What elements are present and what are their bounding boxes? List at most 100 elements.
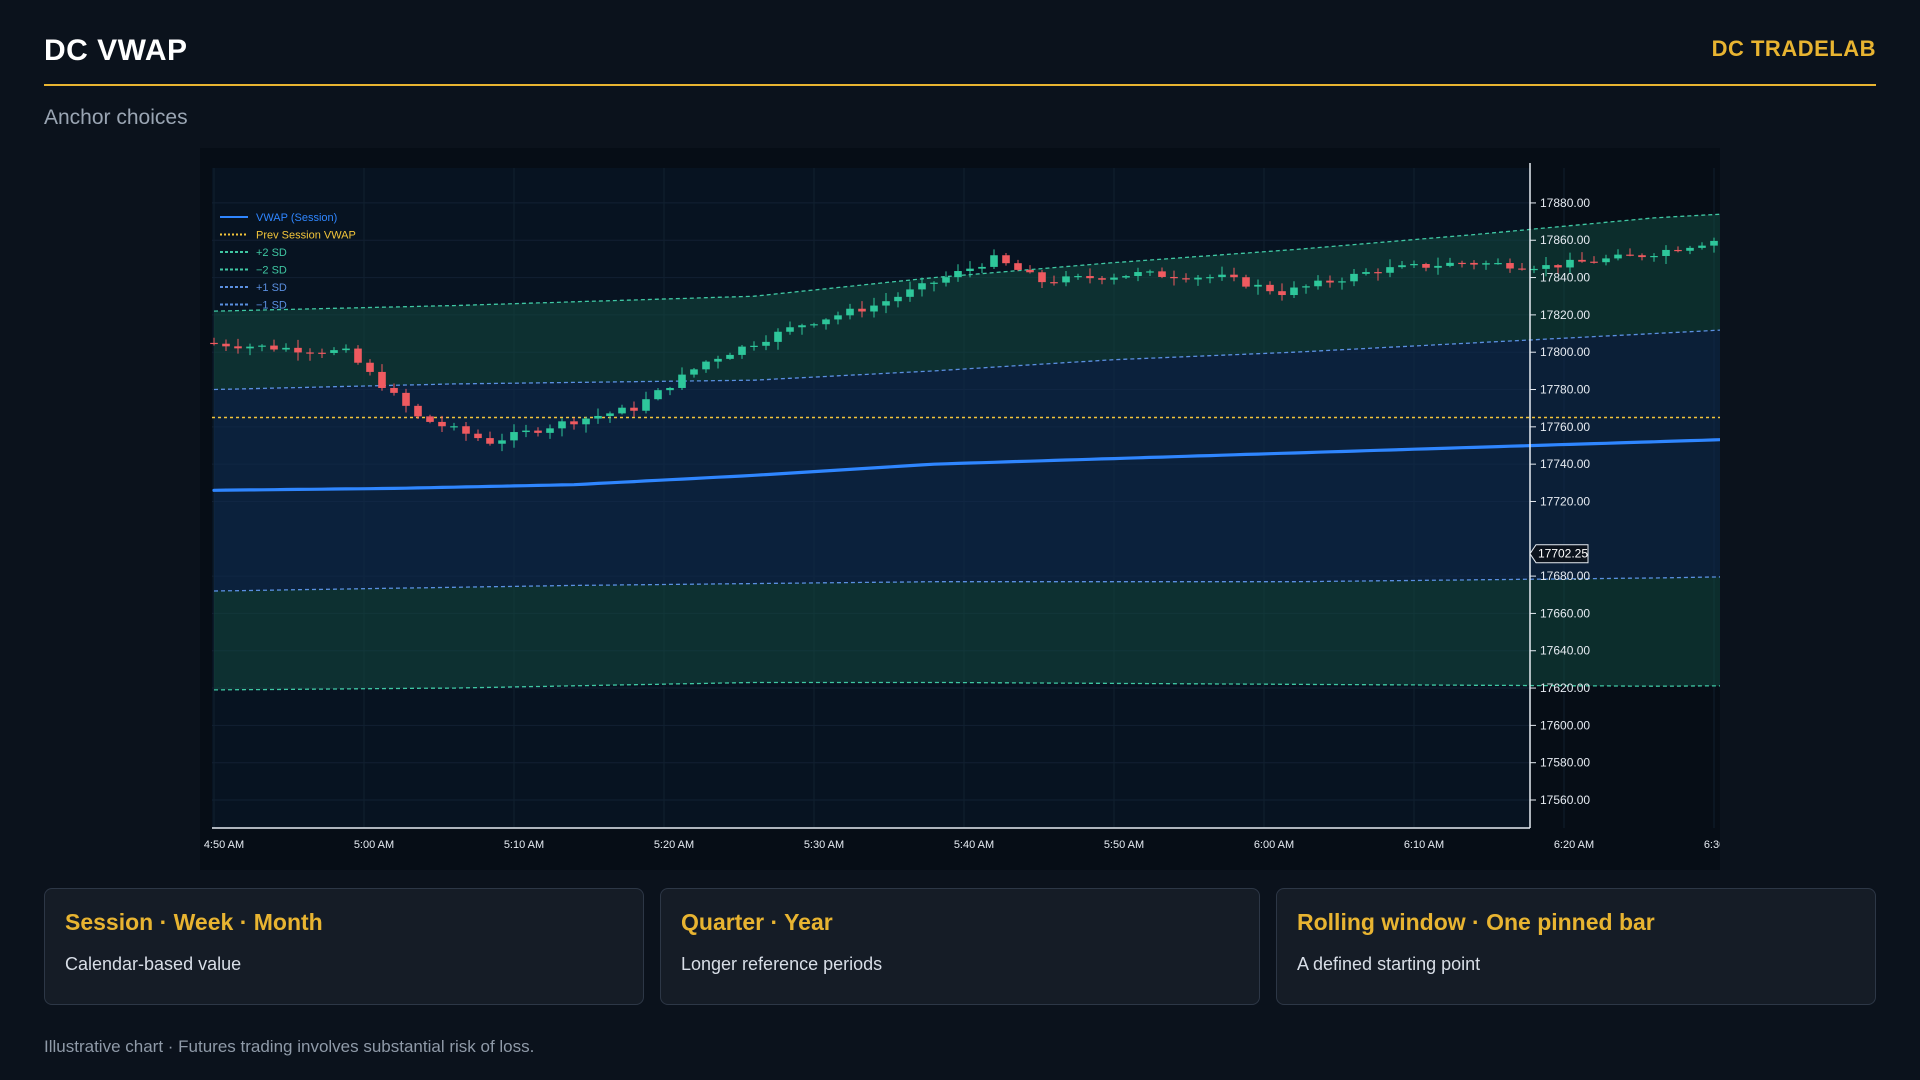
candle xyxy=(1098,276,1106,285)
y-tick-label: 17660.00 xyxy=(1540,606,1590,620)
candle xyxy=(510,424,518,448)
candle-body xyxy=(1350,273,1358,282)
candle xyxy=(1242,274,1250,289)
candle-body xyxy=(738,346,746,355)
candle-body xyxy=(330,350,338,353)
candle-body xyxy=(246,346,254,349)
candle xyxy=(1662,245,1670,264)
candle-body xyxy=(1038,272,1046,283)
candle-body xyxy=(1182,278,1190,280)
candle xyxy=(546,424,554,439)
y-tick-label: 17580.00 xyxy=(1540,756,1590,770)
candle xyxy=(798,323,806,335)
candle xyxy=(1302,284,1310,294)
risk-disclaimer: Illustrative chart · Futures trading inv… xyxy=(44,1037,535,1056)
candle xyxy=(1194,274,1202,286)
candle xyxy=(834,311,842,325)
y-tick-label: 17800.00 xyxy=(1540,345,1590,359)
candle xyxy=(858,301,866,318)
candle xyxy=(366,359,374,376)
current-price-box xyxy=(1529,544,1589,564)
candle xyxy=(678,367,686,390)
candle-body xyxy=(1590,261,1598,263)
candle-body xyxy=(678,374,686,388)
candle xyxy=(762,335,770,351)
candle-body xyxy=(798,325,806,328)
candle-body xyxy=(1158,271,1166,277)
x-tick-label: 5:30 AM xyxy=(804,839,844,851)
candle xyxy=(990,249,998,269)
candle xyxy=(966,261,974,278)
anchor-card-long: Quarter · Year Longer reference periods xyxy=(660,888,1260,1005)
candle xyxy=(1602,254,1610,266)
candle-body xyxy=(1230,274,1238,278)
candle-body xyxy=(474,433,482,439)
candle-body xyxy=(462,426,470,434)
candle xyxy=(1554,264,1562,275)
candle xyxy=(690,368,698,378)
candle xyxy=(1710,237,1718,253)
y-tick-label: 17680.00 xyxy=(1540,569,1590,583)
x-tick-label: 6:20 AM xyxy=(1554,839,1594,851)
candle xyxy=(522,424,530,438)
candle xyxy=(642,391,650,414)
candle xyxy=(1110,273,1118,285)
x-tick-label: 6:10 AM xyxy=(1404,839,1444,851)
candle xyxy=(930,281,938,292)
candle xyxy=(1314,275,1322,290)
candle-body xyxy=(1482,263,1490,265)
upper-deviation-band xyxy=(214,214,1720,390)
candle xyxy=(906,281,914,302)
candle-body xyxy=(1638,255,1646,258)
candle-body xyxy=(1626,254,1634,256)
candle-body xyxy=(1578,259,1586,262)
chart-canvas[interactable]: 17880.00 17860.00 17840.00 17820.00 17800.00… xyxy=(200,148,1720,870)
y-tick-label: 17820.00 xyxy=(1540,308,1590,322)
candle-body xyxy=(870,305,878,312)
candle xyxy=(1590,256,1598,264)
candle-body xyxy=(1110,277,1118,280)
vwap-chart[interactable]: 17880.00 17860.00 17840.00 17820.00 17800.00… xyxy=(200,148,1720,870)
candle xyxy=(1434,257,1442,275)
candle xyxy=(822,318,830,330)
candle-body xyxy=(1266,284,1274,292)
y-tick-label: 17860.00 xyxy=(1540,233,1590,247)
chart-legend: VWAP (Session) Prev Session VWAP +2 SD −2 S… xyxy=(220,212,356,312)
candle-body xyxy=(1554,265,1562,268)
candle-body xyxy=(882,301,890,306)
candle-body xyxy=(654,390,662,400)
candle xyxy=(1614,249,1622,261)
candle xyxy=(582,416,590,433)
candle-body xyxy=(558,421,566,429)
candle-body xyxy=(1650,255,1658,258)
candle xyxy=(1038,269,1046,288)
candle-body xyxy=(258,345,266,347)
candle-body xyxy=(1686,247,1694,251)
candle xyxy=(1002,253,1010,266)
candle-body xyxy=(846,308,854,316)
candle-body xyxy=(1194,277,1202,280)
candle-body xyxy=(702,361,710,370)
candle xyxy=(306,348,314,361)
candle-body xyxy=(1434,265,1442,268)
candle-body xyxy=(1278,291,1286,296)
candle xyxy=(1482,260,1490,270)
candle-body xyxy=(1674,249,1682,252)
candle xyxy=(882,293,890,314)
candle xyxy=(246,343,254,356)
candle-body xyxy=(1098,278,1106,280)
page-title: DC VWAP xyxy=(44,34,188,67)
candle-body xyxy=(750,345,758,347)
candle xyxy=(870,297,878,318)
current-price-label: 17702.25 xyxy=(1538,547,1588,561)
candle xyxy=(1578,252,1586,263)
candle xyxy=(1290,281,1298,299)
candle xyxy=(1158,267,1166,279)
candle-body xyxy=(1506,263,1514,269)
candle-body xyxy=(1386,267,1394,273)
candle-body xyxy=(858,308,866,312)
candle xyxy=(786,321,794,335)
y-tick-label: 17620.00 xyxy=(1540,681,1590,695)
candle-body xyxy=(1326,280,1334,283)
current-price-tag: 17702.25 xyxy=(1529,544,1589,564)
